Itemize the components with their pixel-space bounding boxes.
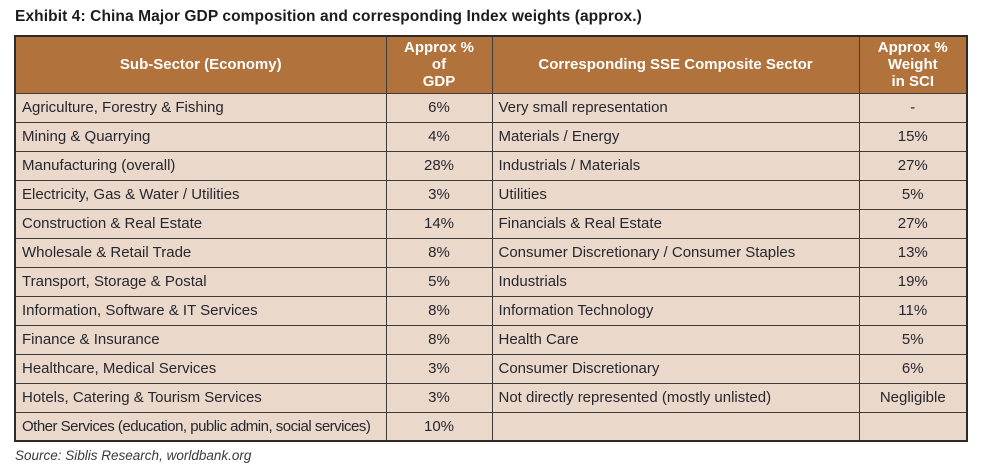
cell-sci-weight: 6% bbox=[858, 353, 968, 384]
exhibit-title: Exhibit 4: China Major GDP composition a… bbox=[15, 8, 642, 25]
cell-sci-weight: Negligible bbox=[858, 382, 968, 413]
cell-subsector: Other Services (education, public admin,… bbox=[14, 411, 387, 442]
cell-gdp-pct: 4% bbox=[385, 121, 493, 152]
cell-gdp-pct: 3% bbox=[385, 382, 493, 413]
cell-gdp-pct: 6% bbox=[385, 92, 493, 123]
col-header-gdp-pct: Approx % of GDP bbox=[385, 35, 493, 94]
cell-subsector: Electricity, Gas & Water / Utilities bbox=[14, 179, 387, 210]
table-row: Information, Software & IT Services 8% I… bbox=[14, 295, 968, 326]
col-header-sse-sector: Corresponding SSE Composite Sector bbox=[491, 35, 860, 94]
cell-gdp-pct: 10% bbox=[385, 411, 493, 442]
cell-subsector: Mining & Quarrying bbox=[14, 121, 387, 152]
cell-gdp-pct: 3% bbox=[385, 179, 493, 210]
gdp-index-weights-table: Sub-Sector (Economy) Approx % of GDP Cor… bbox=[14, 35, 968, 442]
table-row: Electricity, Gas & Water / Utilities 3% … bbox=[14, 179, 968, 210]
cell-sse-sector: Health Care bbox=[491, 324, 860, 355]
source-note: Source: Siblis Research, worldbank.org bbox=[15, 448, 252, 463]
cell-gdp-pct: 8% bbox=[385, 295, 493, 326]
table-header-row: Sub-Sector (Economy) Approx % of GDP Cor… bbox=[14, 35, 968, 94]
cell-subsector: Healthcare, Medical Services bbox=[14, 353, 387, 384]
cell-sci-weight: - bbox=[858, 92, 968, 123]
cell-sci-weight: 19% bbox=[858, 266, 968, 297]
cell-subsector: Construction & Real Estate bbox=[14, 208, 387, 239]
cell-sse-sector: Not directly represented (mostly unliste… bbox=[491, 382, 860, 413]
cell-sci-weight: 27% bbox=[858, 150, 968, 181]
cell-sse-sector: Consumer Discretionary bbox=[491, 353, 860, 384]
cell-sci-weight: 27% bbox=[858, 208, 968, 239]
cell-subsector: Hotels, Catering & Tourism Services bbox=[14, 382, 387, 413]
cell-gdp-pct: 28% bbox=[385, 150, 493, 181]
cell-sse-sector: Consumer Discretionary / Consumer Staple… bbox=[491, 237, 860, 268]
cell-gdp-pct: 3% bbox=[385, 353, 493, 384]
cell-subsector: Finance & Insurance bbox=[14, 324, 387, 355]
table-row: Agriculture, Forestry & Fishing 6% Very … bbox=[14, 92, 968, 123]
cell-sse-sector: Materials / Energy bbox=[491, 121, 860, 152]
table-row: Hotels, Catering & Tourism Services 3% N… bbox=[14, 382, 968, 413]
cell-sse-sector: Utilities bbox=[491, 179, 860, 210]
table-row: Mining & Quarrying 4% Materials / Energy… bbox=[14, 121, 968, 152]
cell-gdp-pct: 8% bbox=[385, 237, 493, 268]
cell-gdp-pct: 5% bbox=[385, 266, 493, 297]
cell-sci-weight: 13% bbox=[858, 237, 968, 268]
cell-sse-sector: Financials & Real Estate bbox=[491, 208, 860, 239]
table-row: Construction & Real Estate 14% Financial… bbox=[14, 208, 968, 239]
cell-subsector: Wholesale & Retail Trade bbox=[14, 237, 387, 268]
table-row: Transport, Storage & Postal 5% Industria… bbox=[14, 266, 968, 297]
cell-subsector: Manufacturing (overall) bbox=[14, 150, 387, 181]
cell-sci-weight: 5% bbox=[858, 179, 968, 210]
col-header-subsector: Sub-Sector (Economy) bbox=[14, 35, 387, 94]
cell-sse-sector: Industrials / Materials bbox=[491, 150, 860, 181]
cell-subsector: Agriculture, Forestry & Fishing bbox=[14, 92, 387, 123]
table-row: Other Services (education, public admin,… bbox=[14, 411, 968, 442]
cell-sci-weight bbox=[858, 411, 968, 442]
cell-sci-weight: 15% bbox=[858, 121, 968, 152]
cell-gdp-pct: 14% bbox=[385, 208, 493, 239]
cell-sse-sector: Information Technology bbox=[491, 295, 860, 326]
cell-sse-sector: Very small representation bbox=[491, 92, 860, 123]
table-row: Manufacturing (overall) 28% Industrials … bbox=[14, 150, 968, 181]
table-row: Finance & Insurance 8% Health Care 5% bbox=[14, 324, 968, 355]
table-row: Wholesale & Retail Trade 8% Consumer Dis… bbox=[14, 237, 968, 268]
cell-subsector: Transport, Storage & Postal bbox=[14, 266, 387, 297]
cell-sci-weight: 5% bbox=[858, 324, 968, 355]
table-row: Healthcare, Medical Services 3% Consumer… bbox=[14, 353, 968, 384]
col-header-sci-weight: Approx % Weight in SCI bbox=[858, 35, 968, 94]
cell-sse-sector bbox=[491, 411, 860, 442]
cell-sse-sector: Industrials bbox=[491, 266, 860, 297]
cell-gdp-pct: 8% bbox=[385, 324, 493, 355]
cell-subsector: Information, Software & IT Services bbox=[14, 295, 387, 326]
cell-sci-weight: 11% bbox=[858, 295, 968, 326]
